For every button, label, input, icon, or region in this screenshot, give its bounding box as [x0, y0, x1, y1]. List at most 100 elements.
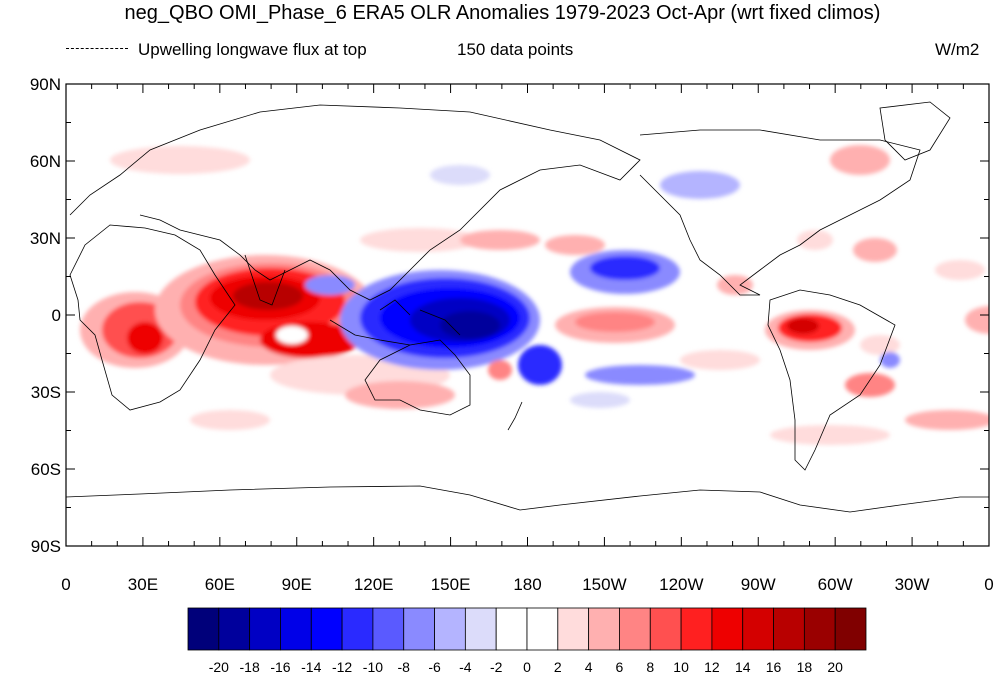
data-points-label: 150 data points	[457, 40, 574, 59]
lat-tick-label: 60N	[30, 152, 61, 171]
coastline	[364, 339, 471, 416]
anomaly-blob	[905, 410, 989, 430]
lon-tick-label: 0	[984, 575, 993, 594]
colorbar-swatch	[310, 607, 343, 651]
coastline	[639, 129, 921, 296]
anomaly-blob	[233, 282, 303, 310]
anomaly-blob	[127, 322, 163, 354]
line-legend: Upwelling longwave flux at top	[66, 40, 367, 60]
coastline	[66, 485, 989, 513]
colorbar-swatch	[742, 607, 774, 651]
lon-tick-label: 30W	[895, 575, 930, 594]
lon-tick-label: 150W	[582, 575, 626, 594]
units-label: W/m2	[935, 40, 980, 59]
lon-tick-label: 0	[61, 575, 70, 594]
colorbar-swatch	[773, 607, 805, 651]
anomaly-blob	[660, 171, 740, 199]
lon-tick-label: 120W	[659, 575, 703, 594]
colorbar-label: -8	[398, 659, 411, 675]
anomaly-blob	[680, 350, 760, 370]
colorbar-swatch	[249, 607, 281, 651]
colorbar-label: -18	[240, 659, 260, 675]
anomaly-blob	[305, 275, 355, 295]
anomaly-blob	[110, 146, 250, 174]
lat-tick-label: 30S	[31, 383, 61, 402]
anomaly-blob	[488, 360, 512, 380]
colorbar-label: 20	[827, 659, 843, 675]
anomaly-blob	[770, 425, 890, 445]
colorbar-swatch	[834, 607, 867, 651]
colorbar-swatch	[649, 607, 682, 651]
lon-tick-label: 30E	[128, 575, 158, 594]
colorbar-swatch	[187, 607, 220, 651]
colorbar-label: -6	[428, 659, 441, 675]
anomaly-blob	[460, 230, 540, 250]
colorbar-swatch	[526, 607, 559, 651]
colorbar-label: 0	[523, 659, 531, 675]
coastline	[767, 289, 896, 471]
lon-tick-label: 180	[513, 575, 541, 594]
colorbar-swatch	[680, 607, 713, 651]
colorbar-label: 8	[646, 659, 654, 675]
coastline	[69, 104, 641, 301]
lat-tick-label: 90S	[31, 537, 61, 556]
lat-tick-label: 60S	[31, 460, 61, 479]
anomaly-blob	[440, 311, 500, 339]
lon-tick-label: 120E	[354, 575, 394, 594]
anomaly-blob	[830, 145, 890, 175]
colorbar-swatch	[803, 607, 836, 651]
colorbar-label: 4	[585, 659, 593, 675]
colorbar-swatch	[280, 607, 312, 651]
colorbar-label: -20	[209, 659, 229, 675]
coastline	[69, 224, 236, 411]
coastline	[507, 401, 523, 431]
coastline	[879, 101, 951, 161]
anomaly-blob	[860, 335, 900, 355]
colorbar-label: 2	[554, 659, 562, 675]
coastline	[244, 254, 286, 306]
anomaly-field	[80, 145, 989, 445]
colorbar-label: 10	[673, 659, 689, 675]
anomaly-blob	[965, 306, 989, 334]
colorbar-swatch	[218, 607, 251, 651]
colorbar-label: 16	[766, 659, 782, 675]
anomaly-blob	[717, 275, 753, 295]
anomaly-blob	[570, 392, 630, 408]
lon-tick-label: 90E	[282, 575, 312, 594]
anomaly-blob	[787, 318, 819, 334]
coastline	[329, 299, 461, 346]
axis-tick-labels: 0 30E 60E 90E 120E 150E 180 150W 120W 90W 60W 30W 09…	[30, 75, 994, 594]
colorbar-label: 14	[735, 659, 751, 675]
lat-tick-label: 30N	[30, 229, 61, 248]
legend-text: Upwelling longwave flux at top	[138, 40, 367, 59]
colorbar-label: 12	[704, 659, 720, 675]
anomaly-blob	[190, 410, 270, 430]
colorbar-label: -10	[363, 659, 383, 675]
colorbar-label: 18	[797, 659, 813, 675]
colorbar-swatch	[464, 607, 497, 651]
colorbar-swatch	[372, 607, 405, 651]
lon-tick-label: 150E	[431, 575, 471, 594]
colorbar-swatch	[619, 607, 651, 651]
colorbar-swatch	[341, 607, 374, 651]
lon-tick-label: 90W	[741, 575, 776, 594]
anomaly-blob	[360, 228, 480, 252]
anomaly-blob	[845, 373, 895, 397]
anomaly-blob	[545, 235, 605, 255]
anomaly-blob	[430, 165, 490, 185]
colorbar-swatch	[588, 607, 620, 651]
anomaly-blob	[880, 352, 900, 368]
anomaly-blob	[276, 326, 308, 344]
axis-ticks	[65, 83, 990, 547]
dashed-line-icon	[66, 48, 128, 50]
anomaly-blob	[518, 345, 562, 385]
colorbar-swatch	[711, 607, 744, 651]
map-title: neg_QBO OMI_Phase_6 ERA5 OLR Anomalies 1…	[124, 2, 881, 24]
colorbar-label: -2	[490, 659, 503, 675]
lon-tick-label: 60E	[205, 575, 235, 594]
anomaly-blob	[575, 312, 655, 332]
anomaly-blob	[935, 260, 985, 280]
colorbar-swatch	[557, 607, 590, 651]
lat-tick-label: 90N	[30, 75, 61, 94]
coastlines	[66, 101, 989, 513]
